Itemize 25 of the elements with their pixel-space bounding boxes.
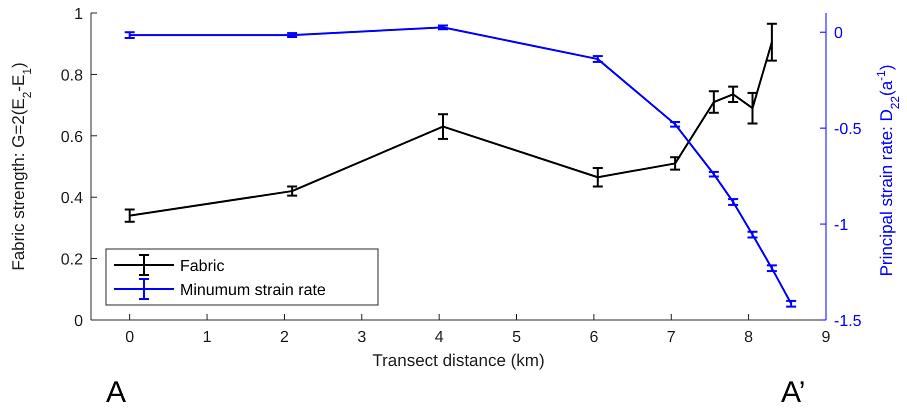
text: A’	[781, 376, 806, 408]
x-tick-label: 3	[357, 329, 366, 346]
x-tick-label: 8	[744, 329, 754, 346]
y-tick-label: 0.6	[60, 128, 84, 146]
x-tick-label: 1	[202, 329, 212, 346]
y2-tick-label: 0	[834, 25, 843, 42]
y-tick-label: 0.4	[60, 190, 84, 208]
y-tick-label: 1	[74, 6, 84, 23]
x-tick-label: 2	[280, 329, 289, 346]
x-axis-title: Transect distance (km)	[372, 351, 545, 370]
y2-tick-label: -0.5	[834, 121, 862, 138]
y2-tick-label: -1.5	[834, 313, 862, 330]
x-tick-label: 0	[125, 329, 134, 346]
x-tick-label: 5	[512, 329, 522, 346]
text: A	[106, 376, 126, 408]
y-tick-label: 0.2	[60, 252, 84, 269]
x-tick-label: 7	[666, 329, 676, 346]
x-tick-label: 9	[822, 329, 831, 346]
x-tick-label: 6	[589, 329, 598, 346]
y-tick-label: 0.8	[60, 67, 84, 84]
x-tick-label: 4	[434, 329, 444, 346]
legend-label: Minumum strain rate	[180, 282, 326, 299]
legend-label: Fabric	[180, 258, 224, 275]
y2-tick-label: -1	[834, 217, 848, 234]
y-tick-label: 0	[74, 313, 84, 330]
